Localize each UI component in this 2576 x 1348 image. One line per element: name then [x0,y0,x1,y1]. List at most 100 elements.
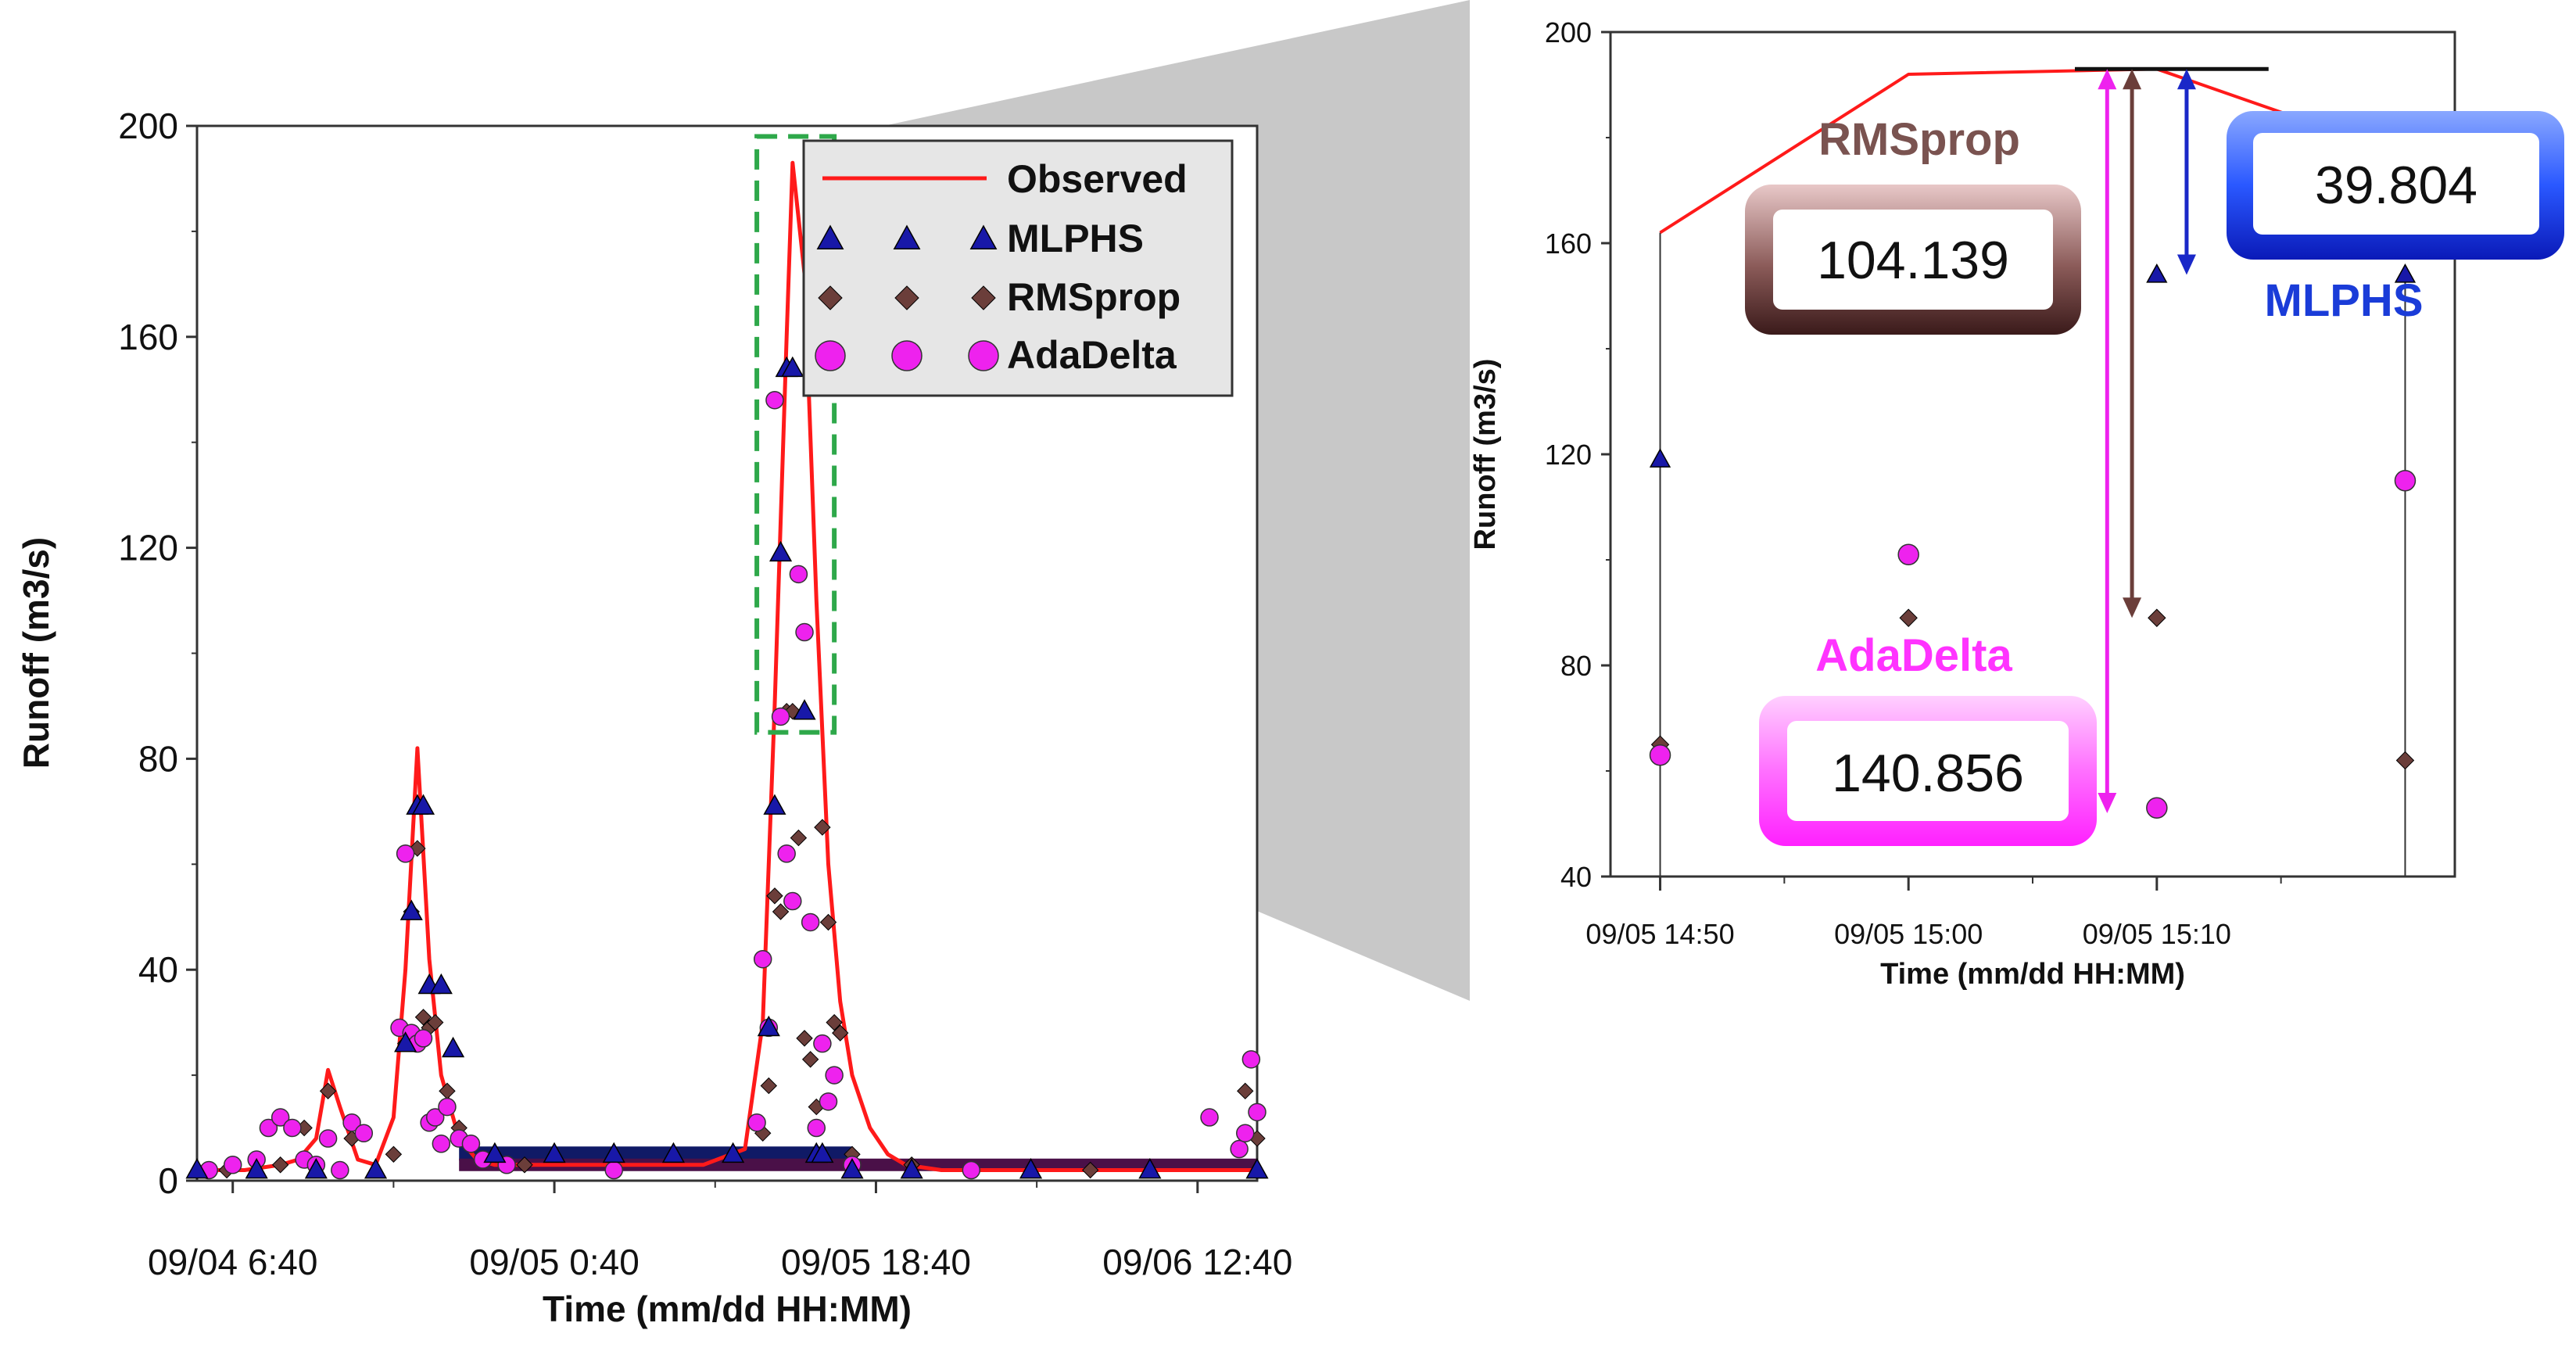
zoom-adadelta-point [1649,744,1671,766]
rmsprop-point [766,887,783,905]
rmsprop-point [814,819,831,836]
zoom-y-axis-title: Runoff (m3/s) [1469,359,1502,550]
mlphs-point [185,1157,209,1179]
adadelta-error-arrow-head-bottom [2098,793,2117,813]
mlphs-point [1245,1157,1269,1179]
main-y-tick-label: 40 [138,949,178,990]
main-y-tick-label: 120 [118,528,178,568]
main-y-tick-label: 80 [138,738,178,779]
callout-rmsprop-label: RMSprop [1818,114,2020,165]
adadelta-point [432,1135,451,1153]
main-mlphs-series [185,356,1269,1179]
adadelta-point [1236,1124,1255,1143]
adadelta-point [795,622,814,642]
mlphs-point [722,1142,745,1163]
legend-box [802,139,1234,397]
adadelta-point [771,707,790,726]
adadelta-point [801,912,820,932]
legend-adadelta-marker [891,340,923,371]
legend-mlphs-marker [969,224,998,249]
main-x-tick-labels: 09/04 6:40 09/05 0:40 09/05 18:40 09/06 12:… [148,1242,1292,1282]
rmsprop-point [819,913,837,931]
adadelta-point [765,390,784,410]
zoom-x-axis-title: Time (mm/dd HH:MM) [1880,958,2185,991]
legend-rmsprop-marker [971,285,996,310]
callout-adadelta-value: 140.856 [1832,744,2024,803]
rmsprop-point [772,903,790,920]
adadelta-point [1200,1108,1219,1127]
rmsprop-point [427,1013,444,1031]
legend-rmsprop-label: RMSprop [1007,275,1181,319]
zoom-mlphs-series [1649,263,2417,468]
legend-mlphs-marker [893,224,921,249]
mlphs-point [1138,1157,1162,1179]
zoom-rmsprop-point [2148,608,2166,627]
rmsprop-point [271,1156,289,1174]
legend-mlphs-label: MLPHS [1007,217,1144,260]
main-x-tick-label: 09/05 18:40 [781,1242,971,1282]
rmsprop-point [826,1013,843,1031]
adadelta-point [813,1034,832,1053]
adadelta-point [747,1113,766,1132]
adadelta-point [783,891,802,911]
main-y-tick-label: 200 [118,106,178,146]
legend-markers [815,224,999,371]
zoom-rmsprop-point [1899,608,1918,627]
adadelta-point [1241,1050,1261,1069]
mlphs-point [769,540,793,562]
legend: Observed MLPHS RMSprop AdaDelta [802,139,1234,397]
main-x-tick-label: 09/04 6:40 [148,1242,317,1282]
adadelta-point [461,1135,481,1153]
callout-rmsprop-value: 104.139 [1817,231,2009,290]
callout-adadelta-label: AdaDelta [1815,630,2012,681]
zoom-y-tick-label: 160 [1545,228,1592,260]
main-x-tick-label: 09/05 0:40 [469,1242,639,1282]
zoom-y-tick-labels: 40 80 120 160 200 [1545,16,1592,893]
mlphs-point [602,1142,625,1163]
adadelta-point [777,844,796,863]
main-x-axis-title: Time (mm/dd HH:MM) [543,1289,912,1329]
adadelta-point [807,1118,826,1138]
zoom-adadelta-series [1649,470,2417,819]
adadelta-point [819,1092,838,1111]
adadelta-point [789,565,808,584]
legend-adadelta-label: AdaDelta [1007,333,1177,377]
mlphs-point [411,794,435,815]
adadelta-point [1230,1139,1249,1159]
main-y-tick-labels: 0 40 80 120 160 200 [118,106,178,1201]
adadelta-point [354,1124,374,1143]
adadelta-point [396,844,415,863]
mlphs-point [1019,1157,1043,1179]
rmsprop-point [1081,1161,1099,1179]
rmsprop-point [801,1051,819,1068]
zoom-region-box [754,134,837,735]
zoom-x-tick-label: 09/05 14:50 [1585,918,1734,950]
callout-mlphs: 39.804 MLPHS [2227,111,2564,326]
rmsprop-point [796,1030,813,1047]
zoom-x-tick-label: 09/05 15:10 [2083,918,2231,950]
mlphs-point [483,1142,507,1163]
zoom-adadelta-point [1897,543,1919,565]
mlphs-point [900,1157,923,1179]
rmsprop-point [790,829,808,847]
mlphs-point [811,1142,834,1163]
mlphs-point [543,1142,566,1163]
callout-mlphs-label: MLPHS [2265,275,2424,326]
mlphs-point [394,1031,417,1052]
mlphs-error-arrow-head-bottom [2177,254,2196,275]
mlphs-point [781,356,804,378]
adadelta-point [270,1108,290,1127]
callout-mlphs-inner [2253,133,2539,235]
legend-adadelta-marker [968,340,999,371]
zoom-rmsprop-point [2395,751,2415,770]
legend-mlphs-marker [816,224,844,249]
zoom-x-tick-labels: 09/05 14:50 09/05 15:00 09/05 15:10 [1585,918,2230,950]
adadelta-point [825,1066,844,1084]
main-y-tick-label: 160 [118,317,178,357]
adadelta-point [425,1108,445,1127]
zoom-error-arrows [2098,69,2196,813]
zoom-axis-ticks [1601,30,2406,891]
adadelta-point [259,1118,278,1138]
